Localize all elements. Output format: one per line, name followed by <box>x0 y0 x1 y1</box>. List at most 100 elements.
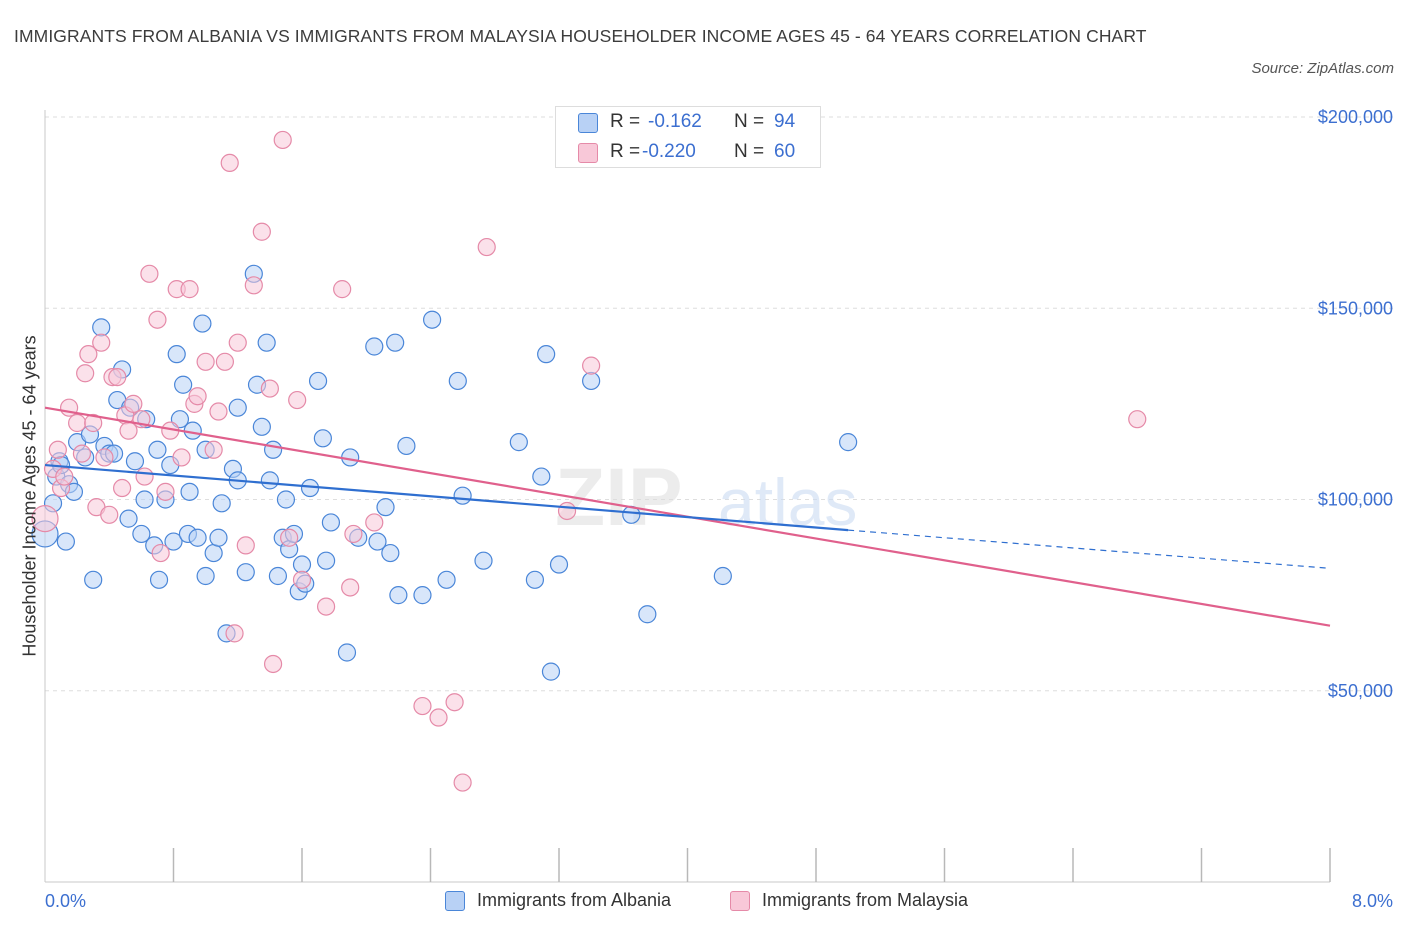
y-tick-label: $100,000 <box>1318 490 1393 510</box>
albania-point <box>167 345 186 364</box>
albania-n-label: N = <box>734 111 765 132</box>
malaysia-point <box>31 505 59 533</box>
albania-point <box>316 551 336 570</box>
albania-point <box>582 371 601 391</box>
malaysia-point <box>79 345 98 364</box>
albania-point <box>321 513 341 532</box>
albania-point <box>164 532 183 551</box>
y-tick-labels: $50,000 $100,000 $150,000 $200,000 <box>1318 107 1393 701</box>
malaysia-point <box>288 390 307 410</box>
malaysia-point <box>365 513 384 532</box>
malaysia-point <box>100 505 119 524</box>
malaysia-point <box>244 276 263 295</box>
malaysia-point <box>228 333 247 352</box>
malaysia-point <box>55 467 74 486</box>
grid-lines <box>45 116 1395 692</box>
albania-point <box>135 490 154 509</box>
y-axis-label: Householder Income Ages 45 - 64 years <box>19 335 40 657</box>
malaysia-point <box>209 402 228 421</box>
malaysia-point <box>204 440 223 459</box>
malaysia-point <box>344 524 363 544</box>
malaysia-point <box>292 570 312 589</box>
source-label: Source: ZipAtlas.com <box>1251 60 1394 77</box>
chart-title: IMMIGRANTS FROM ALBANIA VS IMMIGRANTS FR… <box>14 26 1147 46</box>
albania-point <box>212 494 231 513</box>
albania-point <box>337 643 357 662</box>
albania-point <box>308 371 328 391</box>
albania-point <box>84 570 103 589</box>
albania-r-value: -0.162 <box>648 111 702 132</box>
malaysia-point <box>108 368 127 387</box>
malaysia-point <box>453 773 472 792</box>
malaysia-point <box>557 501 577 521</box>
malaysia-point <box>48 440 67 459</box>
albania-r-label: R = <box>610 111 641 132</box>
albania-point <box>193 314 212 333</box>
albania-point <box>509 433 528 452</box>
albania-point <box>839 433 858 452</box>
malaysia-point <box>1128 410 1147 429</box>
albania-point <box>368 532 387 551</box>
malaysia-point <box>92 333 111 352</box>
albania-point <box>397 436 416 456</box>
malaysia-r-label: R = <box>610 141 641 162</box>
albania-point <box>119 509 138 528</box>
albania-point <box>525 570 545 589</box>
malaysia-point <box>72 444 92 463</box>
malaysia-point <box>263 654 283 674</box>
albania-point <box>92 318 111 337</box>
albania-n-value: 94 <box>774 111 796 132</box>
malaysia-point <box>84 413 103 433</box>
malaysia-point <box>429 708 448 727</box>
malaysia-n-value: 60 <box>774 141 796 162</box>
albania-point <box>448 371 467 391</box>
malaysia-point <box>135 467 154 486</box>
malaysia-point <box>156 482 175 501</box>
y-tick-label: $50,000 <box>1328 681 1393 701</box>
watermark: ZIP atlas <box>555 452 857 543</box>
malaysia-n-label: N = <box>734 141 765 162</box>
albania-point <box>638 605 657 624</box>
axes <box>44 110 1331 883</box>
malaysia-point <box>236 536 255 555</box>
albania-point <box>537 345 556 364</box>
malaysia-point <box>180 280 199 299</box>
albania-point <box>541 662 561 681</box>
malaysia-legend-swatch <box>730 891 750 911</box>
albania-point <box>453 486 472 505</box>
albania-point <box>276 490 296 509</box>
albania-point <box>260 471 279 490</box>
malaysia-legend-label: Immigrants from Malaysia <box>762 890 969 910</box>
albania-point <box>196 566 215 586</box>
y-tick-label: $200,000 <box>1318 107 1393 127</box>
albania-point <box>549 555 569 574</box>
malaysia-point <box>76 364 95 383</box>
albania-point <box>149 570 169 589</box>
albania-trend-line <box>44 463 849 532</box>
malaysia-point <box>220 153 239 172</box>
albania-point <box>174 375 193 394</box>
albania-point <box>292 555 312 574</box>
albania-point <box>437 570 456 589</box>
albania-point <box>268 566 288 586</box>
albania-point <box>376 498 395 517</box>
albania-point <box>56 532 75 551</box>
albania-point <box>236 563 255 582</box>
albania-point <box>532 467 551 486</box>
watermark-atlas: atlas <box>718 465 857 539</box>
malaysia-point <box>260 379 279 398</box>
correlation-legend: R = -0.162 N = 94 R = -0.220 N = 60 <box>555 106 821 168</box>
malaysia-point <box>68 413 87 433</box>
malaysia-point <box>413 696 432 716</box>
malaysia-point <box>477 237 496 257</box>
malaysia-point <box>316 597 336 616</box>
y-tick-label: $150,000 <box>1318 298 1393 318</box>
albania-point <box>188 528 207 547</box>
malaysia-point <box>582 356 601 375</box>
malaysia-point <box>445 693 464 712</box>
series-albania-points <box>31 264 858 681</box>
albania-point <box>252 417 271 436</box>
trend-lines <box>44 406 1331 627</box>
albania-point <box>381 543 400 563</box>
